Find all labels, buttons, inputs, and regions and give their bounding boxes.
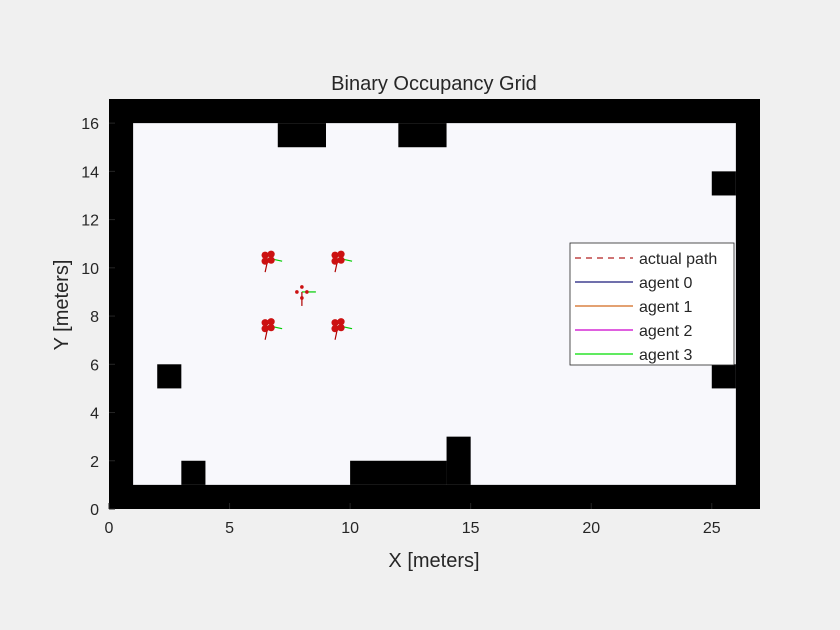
legend-label: agent 2 <box>639 323 692 340</box>
agent-rotor <box>337 256 345 264</box>
agent-rotor <box>331 325 339 333</box>
y-tick-label: 16 <box>81 116 99 133</box>
legend-label: agent 3 <box>639 347 692 364</box>
y-tick-label: 2 <box>90 454 99 471</box>
obstacle-cell <box>446 436 471 485</box>
x-tick-label: 5 <box>225 520 234 537</box>
agent-rotor <box>337 250 345 258</box>
x-tick-label: 10 <box>341 520 359 537</box>
obstacle-cell <box>109 484 760 509</box>
y-tick-label: 0 <box>90 502 99 519</box>
y-tick-label: 6 <box>90 357 99 374</box>
legend-label: actual path <box>639 251 717 268</box>
y-tick-label: 14 <box>81 164 99 181</box>
x-tick-label: 25 <box>703 520 721 537</box>
legend-label: agent 0 <box>639 275 692 292</box>
obstacle-cell <box>109 99 760 124</box>
x-axis-label: X [meters] <box>388 550 479 572</box>
obstacle-cell <box>157 364 182 389</box>
x-tick-label: 15 <box>462 520 480 537</box>
obstacle-cell <box>350 460 447 485</box>
center-dot <box>295 290 299 294</box>
legend-label: agent 1 <box>639 299 692 316</box>
y-tick-label: 8 <box>90 309 99 326</box>
legend: actual path agent 0 agent 1 agent 2 agent 3 <box>569 242 735 366</box>
obstacle-cell <box>711 364 736 389</box>
center-dot <box>305 290 309 294</box>
agent-rotor <box>267 318 275 326</box>
agent-rotor <box>261 251 269 259</box>
obstacle-cell <box>711 171 736 196</box>
formation-center <box>295 285 316 306</box>
y-tick-label: 12 <box>81 213 99 230</box>
obstacle-cell <box>398 123 447 148</box>
x-tick-label: 0 <box>105 520 114 537</box>
agent-marker <box>261 318 283 340</box>
agent-rotor <box>261 257 269 265</box>
obstacle-cell <box>181 460 206 485</box>
x-tick-label: 20 <box>582 520 600 537</box>
agent-rotor <box>337 318 345 326</box>
agent-rotor <box>267 250 275 258</box>
obstacle-cell <box>109 99 134 509</box>
obstacle-cell <box>735 99 760 509</box>
center-dot <box>300 296 304 300</box>
agent-rotor <box>261 325 269 333</box>
agent-marker <box>331 318 353 340</box>
legend-box <box>569 242 735 366</box>
y-axis-label: Y [meters] <box>51 260 73 351</box>
chart-title: Binary Occupancy Grid <box>331 73 537 95</box>
y-tick-label: 10 <box>81 261 99 278</box>
agent-marker <box>331 250 353 273</box>
agents-layer <box>261 250 353 340</box>
center-dot <box>300 285 304 289</box>
agent-rotor <box>261 319 269 327</box>
agent-rotor <box>337 324 345 332</box>
y-tick-label: 4 <box>90 406 99 423</box>
agent-rotor <box>267 256 275 264</box>
axes: 0 5 10 15 20 25 0 2 4 6 8 10 12 14 16 <box>81 116 721 537</box>
obstacle-cell <box>277 123 326 148</box>
agent-rotor <box>331 319 339 327</box>
agent-rotor <box>331 251 339 259</box>
agent-rotor <box>267 324 275 332</box>
agent-rotor <box>331 257 339 265</box>
agent-marker <box>261 250 283 273</box>
